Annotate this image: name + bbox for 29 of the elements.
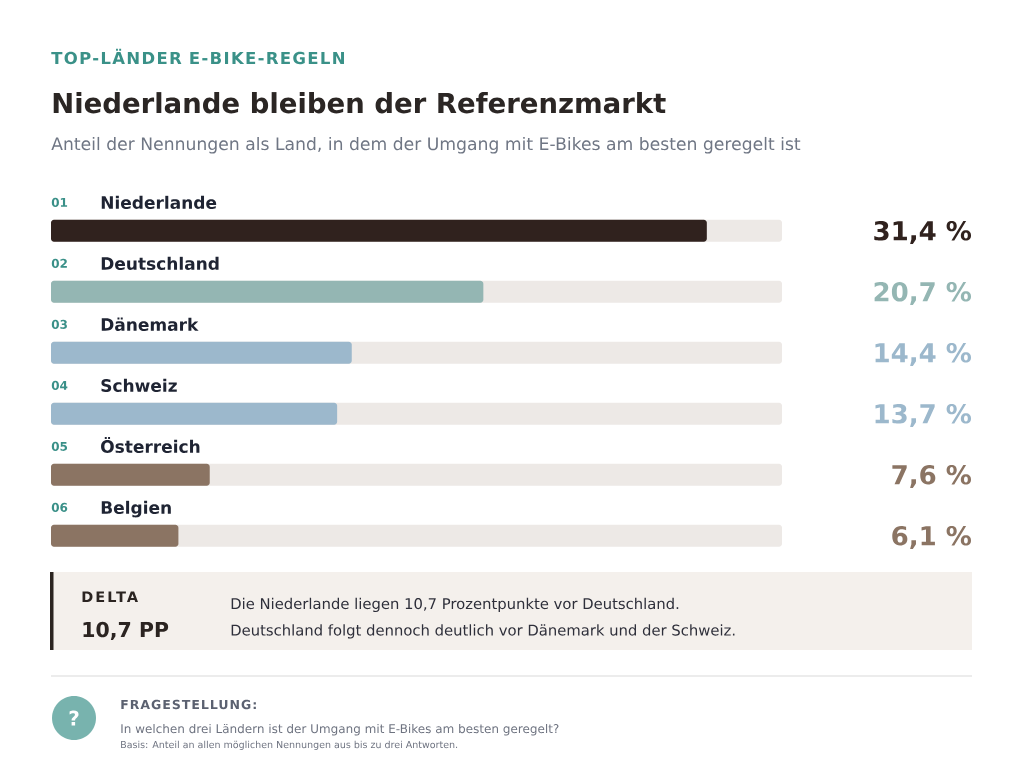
- data-label: 31,4 %: [874, 220, 972, 244]
- y-tick-label: Österreich: [101, 436, 200, 453]
- text: FRAGESTELLUNG:: [121, 699, 256, 710]
- data-label: 20,7 %: [874, 281, 972, 305]
- annotation: 02: [51, 258, 67, 268]
- text: In welchen drei Ländern ist der Umgang mit E-Bikes am besten geregelt?: [121, 723, 559, 736]
- y-tick-label: Dänemark: [101, 317, 199, 331]
- chart-subtitle: Anteil der Nennungen als Land, in dem der Umgang mit E-Bikes am besten geregelt ist: [51, 136, 801, 154]
- text: TOP-LÄNDER E-BIKE-REGELN: [51, 48, 344, 65]
- annotation: 04: [51, 380, 68, 390]
- annotation: 06: [51, 502, 68, 512]
- text: DELTA: [82, 591, 138, 602]
- data-label: 6,1 %: [892, 525, 972, 549]
- y-tick-label: Niederlande: [101, 195, 217, 209]
- data-label: 14,4 %: [875, 342, 972, 366]
- text: ?: [69, 710, 79, 726]
- text: Die Niederlande liegen 10,7 Prozentpunkte vor Deutschland.: [231, 597, 679, 613]
- y-tick-label: Deutschland: [101, 256, 219, 270]
- y-tick-label: Schweiz: [101, 378, 177, 392]
- chart-title: Niederlande bleiben der Referenzmarkt: [53, 92, 666, 114]
- text: Basis: Anteil an allen möglichen Nennungen aus bis zu drei Antworten.: [121, 740, 458, 750]
- text: 10,7 PP: [83, 621, 169, 640]
- text: Deutschland folgt dennoch deutlich vor Dänemark und der Schweiz.: [231, 624, 735, 639]
- data-label: 7,6 %: [892, 464, 972, 488]
- data-label: 13,7 %: [875, 403, 972, 427]
- annotation: 05: [51, 441, 68, 451]
- y-tick-label: Belgien: [101, 500, 171, 518]
- annotation: 03: [51, 319, 67, 329]
- annotation: 01: [51, 197, 68, 207]
